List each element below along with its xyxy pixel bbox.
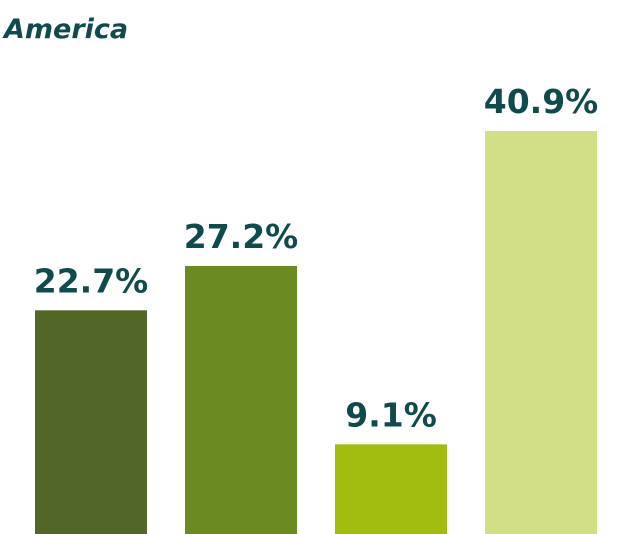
value-label: 9.1% [345,395,437,434]
bar [185,265,297,534]
value-label: 27.2% [184,217,299,256]
chart-title: America [2,14,128,45]
bar [485,130,597,534]
bar [35,310,147,534]
value-label: 22.7% [34,261,149,300]
value-label: 40.9% [484,82,599,121]
bar [335,444,447,534]
